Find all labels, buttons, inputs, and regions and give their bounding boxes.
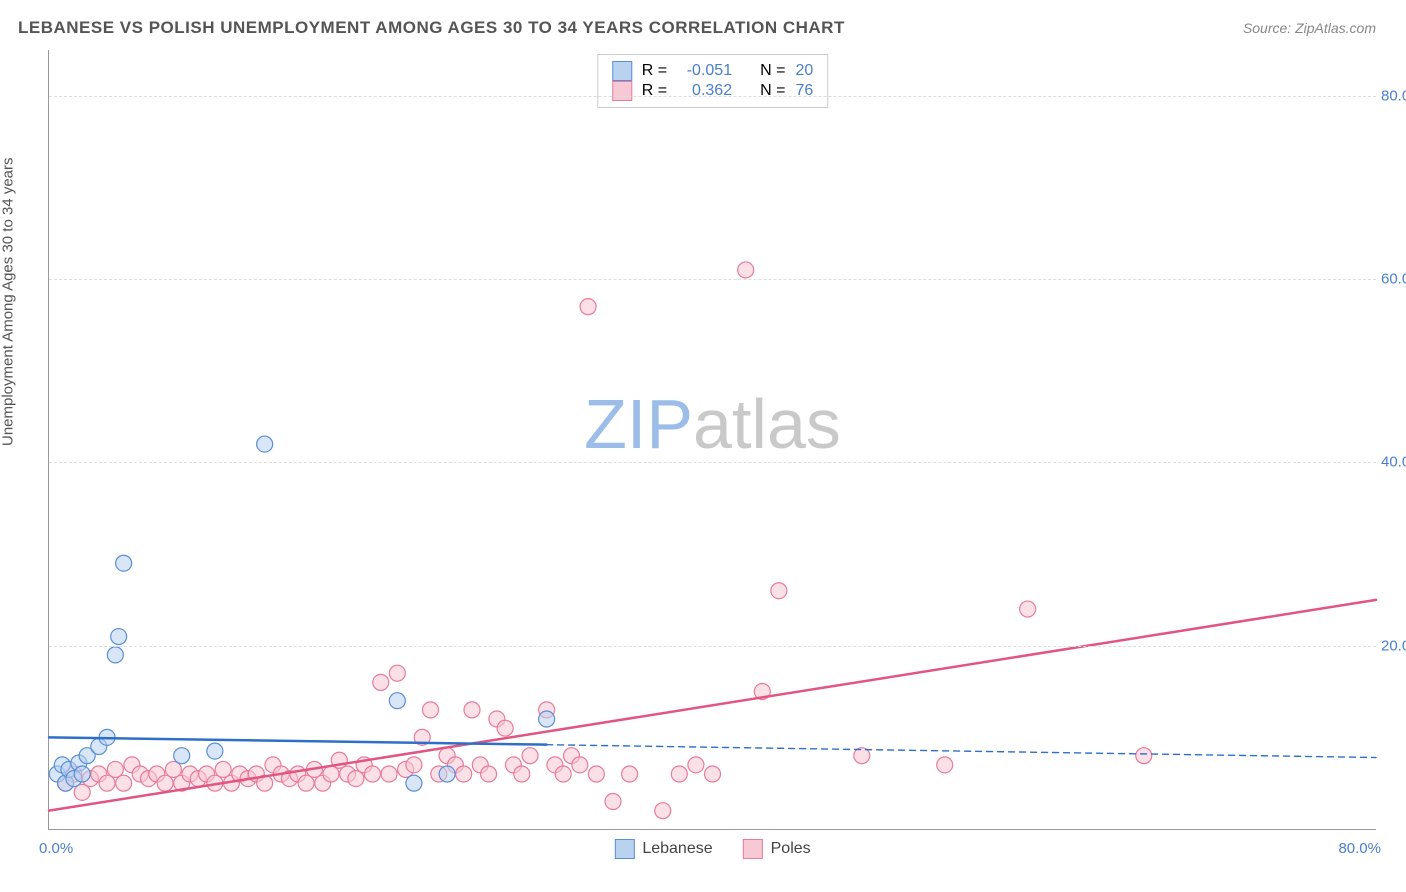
n-label: N = — [760, 62, 785, 80]
legend-item-lebanese: Lebanese — [614, 839, 712, 859]
y-tick-label: 60.0% — [1381, 271, 1406, 288]
x-tick-max: 80.0% — [1338, 840, 1381, 857]
chart-canvas — [49, 50, 1376, 829]
y-tick-label: 20.0% — [1381, 637, 1406, 654]
r-label: R = — [642, 82, 667, 100]
swatch-poles — [612, 81, 632, 101]
gridline — [49, 646, 1376, 647]
legend-label-lebanese: Lebanese — [642, 840, 712, 858]
x-tick-min: 0.0% — [39, 840, 73, 857]
n-value-lebanese: 20 — [795, 62, 813, 80]
stats-row-lebanese: R = -0.051 N = 20 — [612, 61, 813, 81]
legend-swatch-poles — [743, 839, 763, 859]
n-label: N = — [760, 82, 785, 100]
r-value-poles: 0.362 — [677, 82, 732, 100]
n-value-poles: 76 — [795, 82, 813, 100]
legend-item-poles: Poles — [743, 839, 811, 859]
y-axis-label: Unemployment Among Ages 30 to 34 years — [0, 157, 17, 446]
gridline — [49, 279, 1376, 280]
plot-area: ZIPatlas R = -0.051 N = 20 R = 0.362 N =… — [48, 50, 1376, 830]
swatch-lebanese — [612, 61, 632, 81]
stats-row-poles: R = 0.362 N = 76 — [612, 81, 813, 101]
stats-legend-box: R = -0.051 N = 20 R = 0.362 N = 76 — [597, 54, 828, 108]
legend-swatch-lebanese — [614, 839, 634, 859]
source-attribution: Source: ZipAtlas.com — [1243, 20, 1376, 36]
gridline — [49, 462, 1376, 463]
gridline — [49, 96, 1376, 97]
y-tick-label: 40.0% — [1381, 454, 1406, 471]
chart-title: LEBANESE VS POLISH UNEMPLOYMENT AMONG AG… — [18, 18, 845, 38]
series-legend: Lebanese Poles — [614, 839, 810, 859]
r-label: R = — [642, 62, 667, 80]
r-value-lebanese: -0.051 — [677, 62, 732, 80]
legend-label-poles: Poles — [771, 840, 811, 858]
y-tick-label: 80.0% — [1381, 87, 1406, 104]
